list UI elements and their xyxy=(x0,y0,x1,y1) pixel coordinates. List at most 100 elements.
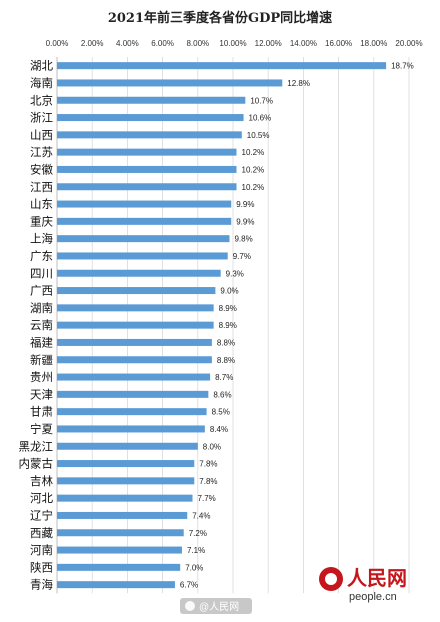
data-label: 10.2% xyxy=(242,148,265,157)
data-label: 7.1% xyxy=(187,546,205,555)
data-label: 7.7% xyxy=(198,494,216,503)
bar xyxy=(57,442,198,450)
data-label: 9.8% xyxy=(234,235,252,244)
bar xyxy=(57,304,214,312)
watermark-text: @人民网 xyxy=(199,601,239,613)
data-label: 9.9% xyxy=(236,200,254,209)
bar xyxy=(57,321,214,329)
x-tick-label: 14.00% xyxy=(290,39,317,48)
bar xyxy=(57,546,182,554)
category-label: 安徽 xyxy=(30,162,53,176)
x-tick-label: 12.00% xyxy=(255,39,282,48)
category-label: 福建 xyxy=(30,335,53,349)
data-label: 10.2% xyxy=(242,165,265,174)
bar xyxy=(57,62,387,70)
category-label: 海南 xyxy=(30,76,53,90)
category-label: 青海 xyxy=(30,578,53,592)
data-label: 10.6% xyxy=(249,114,272,123)
category-labels: 湖北海南北京浙江山西江苏安徽江西山东重庆上海广东四川广西湖南云南福建新疆贵州天津… xyxy=(19,59,54,592)
bar xyxy=(57,356,212,364)
x-tick-label: 0.00% xyxy=(46,39,69,48)
weibo-icon xyxy=(185,601,195,611)
category-label: 贵州 xyxy=(30,370,53,384)
x-tick-label: 6.00% xyxy=(151,39,174,48)
data-label: 6.7% xyxy=(180,581,198,590)
bar xyxy=(57,390,209,398)
category-label: 上海 xyxy=(30,232,53,246)
category-label: 浙江 xyxy=(30,111,53,125)
logo-emblem-inner-icon xyxy=(325,573,337,585)
category-label: 甘肃 xyxy=(30,405,53,419)
category-label: 黑龙江 xyxy=(19,439,54,453)
logo-text: 人民网 xyxy=(347,566,407,590)
data-label: 8.4% xyxy=(210,425,228,434)
bar xyxy=(57,217,232,225)
category-label: 辽宁 xyxy=(30,508,53,522)
data-label: 10.7% xyxy=(250,96,273,105)
bar xyxy=(57,114,244,122)
bars xyxy=(57,62,387,589)
x-tick-label: 2.00% xyxy=(81,39,104,48)
category-label: 北京 xyxy=(30,93,53,107)
data-label: 7.0% xyxy=(185,563,203,572)
data-label: 8.9% xyxy=(219,304,237,313)
bar xyxy=(57,494,193,502)
category-label: 陕西 xyxy=(30,560,53,574)
bar xyxy=(57,252,228,260)
data-label: 10.2% xyxy=(242,183,265,192)
bar xyxy=(57,165,237,173)
category-label: 江苏 xyxy=(30,145,53,159)
logo-url: people.cn xyxy=(349,591,397,603)
bar xyxy=(57,148,237,156)
bar xyxy=(57,425,205,433)
bar xyxy=(57,338,212,346)
x-axis-ticks: 0.00% 2.00% 4.00% 6.00% 8.00% 10.00% 12.00% 14.… xyxy=(46,39,423,48)
chart-title: 2021年前三季度各省份GDP同比增速 xyxy=(108,10,332,26)
bar xyxy=(57,460,195,468)
data-label: 8.9% xyxy=(219,321,237,330)
category-label: 湖南 xyxy=(30,301,53,315)
x-tick-label: 16.00% xyxy=(325,39,352,48)
bar xyxy=(57,183,237,191)
data-label: 10.5% xyxy=(247,131,270,140)
category-label: 广东 xyxy=(30,249,53,263)
category-label: 吉林 xyxy=(30,474,53,488)
data-label: 8.5% xyxy=(212,408,230,417)
data-label: 8.8% xyxy=(217,356,235,365)
data-label: 9.7% xyxy=(233,252,251,261)
bar xyxy=(57,373,211,381)
data-label: 9.0% xyxy=(220,287,238,296)
bar xyxy=(57,581,175,589)
data-label: 18.7% xyxy=(391,62,414,71)
x-tick-label: 4.00% xyxy=(116,39,139,48)
category-label: 云南 xyxy=(30,318,53,332)
category-label: 新疆 xyxy=(30,353,53,367)
x-tick-label: 18.00% xyxy=(360,39,387,48)
bar xyxy=(57,287,216,295)
category-label: 重庆 xyxy=(30,214,53,228)
bar xyxy=(57,511,188,519)
category-label: 西藏 xyxy=(30,526,53,540)
category-label: 四川 xyxy=(30,266,53,280)
bar xyxy=(57,269,221,277)
bar xyxy=(57,235,230,243)
bar xyxy=(57,477,195,485)
data-label: 7.2% xyxy=(189,529,207,538)
bar xyxy=(57,79,283,87)
bar xyxy=(57,200,232,208)
x-tick-label: 20.00% xyxy=(395,39,422,48)
people-cn-logo: 人民网 people.cn xyxy=(319,566,407,603)
data-label: 7.8% xyxy=(199,460,217,469)
category-label: 内蒙古 xyxy=(19,457,54,471)
category-label: 山东 xyxy=(30,197,53,211)
category-label: 江西 xyxy=(30,180,53,194)
data-label: 8.8% xyxy=(217,338,235,347)
data-label: 9.3% xyxy=(226,269,244,278)
data-label: 7.4% xyxy=(192,511,210,520)
category-label: 天津 xyxy=(30,387,53,401)
bar xyxy=(57,96,246,104)
x-tick-label: 8.00% xyxy=(186,39,209,48)
data-label: 8.6% xyxy=(213,390,231,399)
category-label: 湖北 xyxy=(30,59,53,73)
